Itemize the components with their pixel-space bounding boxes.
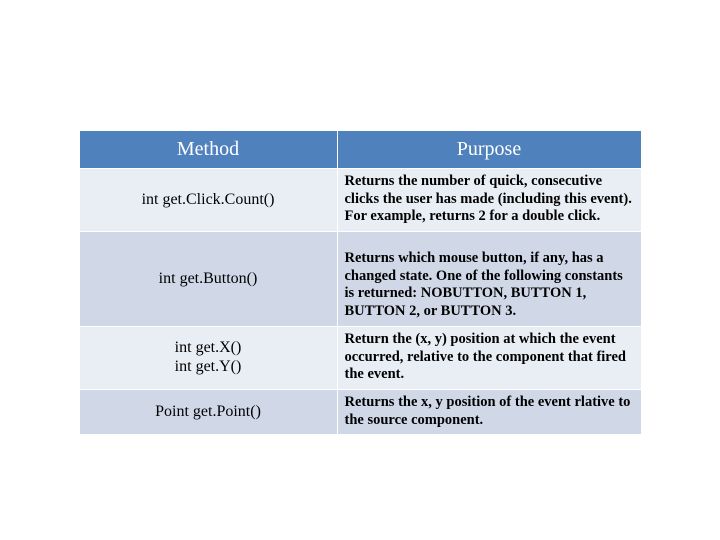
col-header-method: Method — [79, 131, 337, 169]
col-header-purpose: Purpose — [337, 131, 641, 169]
purpose-cell: Return the (x, y) position at which the … — [337, 326, 641, 389]
table-header-row: Method Purpose — [79, 131, 641, 169]
table-row: Point get.Point()Returns the x, y positi… — [79, 389, 641, 434]
method-cell: int get.X()int get.Y() — [79, 326, 337, 389]
method-cell: int get.Button() — [79, 232, 337, 327]
purpose-cell: Returns the x, y position of the event r… — [337, 389, 641, 434]
method-cell: Point get.Point() — [79, 389, 337, 434]
method-cell: int get.Click.Count() — [79, 169, 337, 232]
table-row: int get.Click.Count()Returns the number … — [79, 169, 641, 232]
methods-table: Method Purpose int get.Click.Count()Retu… — [79, 130, 642, 435]
purpose-cell: Returns the number of quick, consecutive… — [337, 169, 641, 232]
table-row: int get.X()int get.Y()Return the (x, y) … — [79, 326, 641, 389]
table-row: int get.Button()Returns which mouse butt… — [79, 232, 641, 327]
purpose-cell: Returns which mouse button, if any, has … — [337, 232, 641, 327]
slide: Method Purpose int get.Click.Count()Retu… — [0, 0, 720, 540]
